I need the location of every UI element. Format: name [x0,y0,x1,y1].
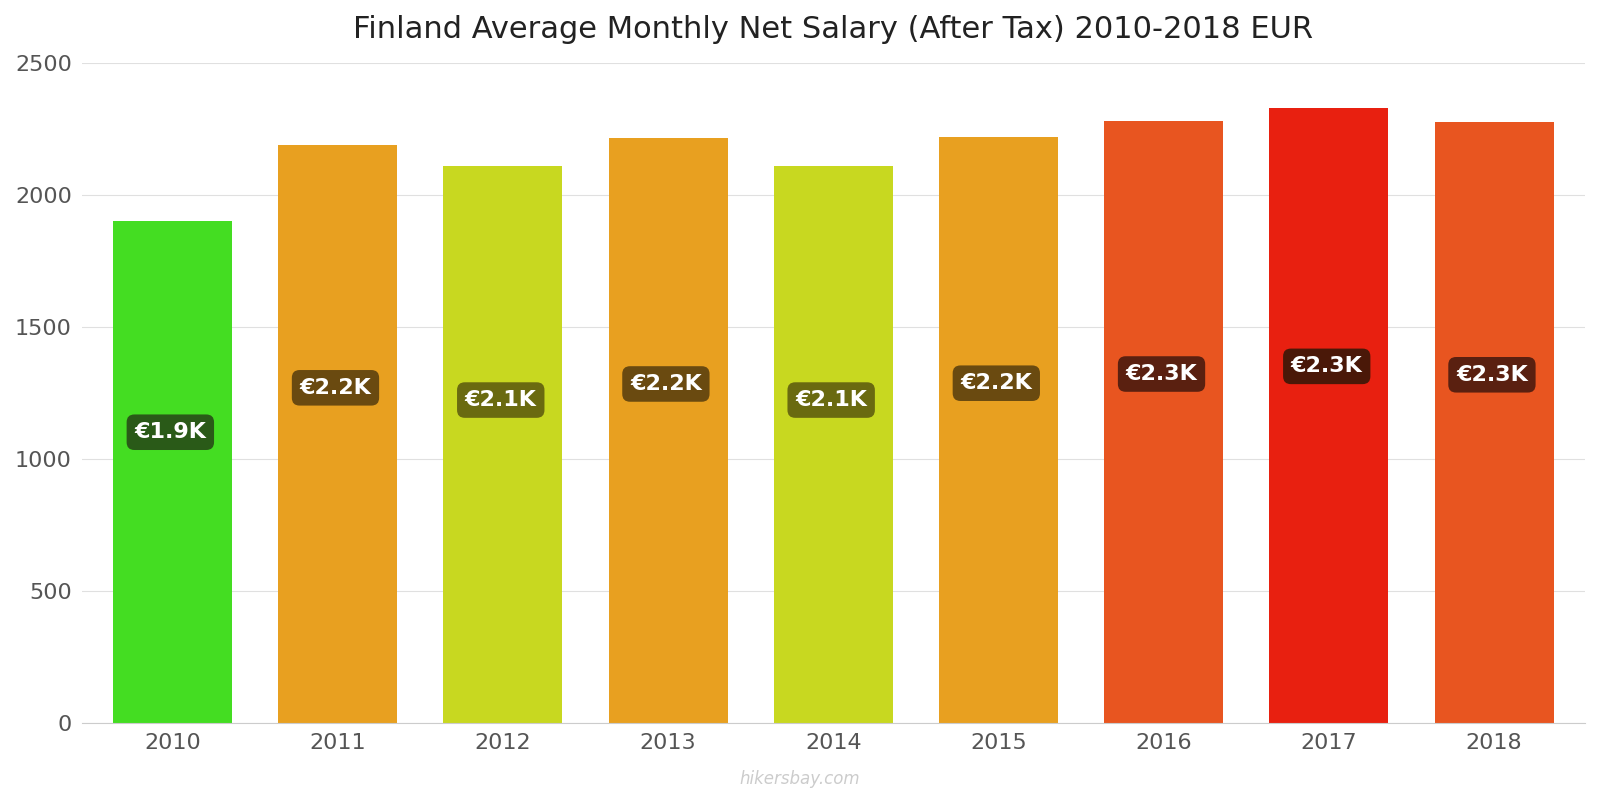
Text: hikersbay.com: hikersbay.com [739,770,861,788]
Title: Finland Average Monthly Net Salary (After Tax) 2010-2018 EUR: Finland Average Monthly Net Salary (Afte… [354,15,1314,44]
Bar [114,222,232,723]
Text: €2.2K: €2.2K [630,374,702,394]
Bar [939,137,1058,723]
Text: €2.3K: €2.3K [1456,365,1528,385]
Text: €1.9K: €1.9K [134,422,206,442]
Text: €2.3K: €2.3K [1126,364,1197,384]
Bar [443,166,562,723]
Bar [1269,108,1389,723]
Text: €2.1K: €2.1K [466,390,536,410]
Bar [1435,122,1554,723]
Text: €2.2K: €2.2K [960,374,1032,394]
Bar [608,138,728,723]
Text: €2.3K: €2.3K [1291,356,1363,376]
Bar [278,145,397,723]
Bar [1104,121,1222,723]
Text: €2.2K: €2.2K [299,378,371,398]
Text: €2.1K: €2.1K [795,390,867,410]
Bar [774,166,893,723]
